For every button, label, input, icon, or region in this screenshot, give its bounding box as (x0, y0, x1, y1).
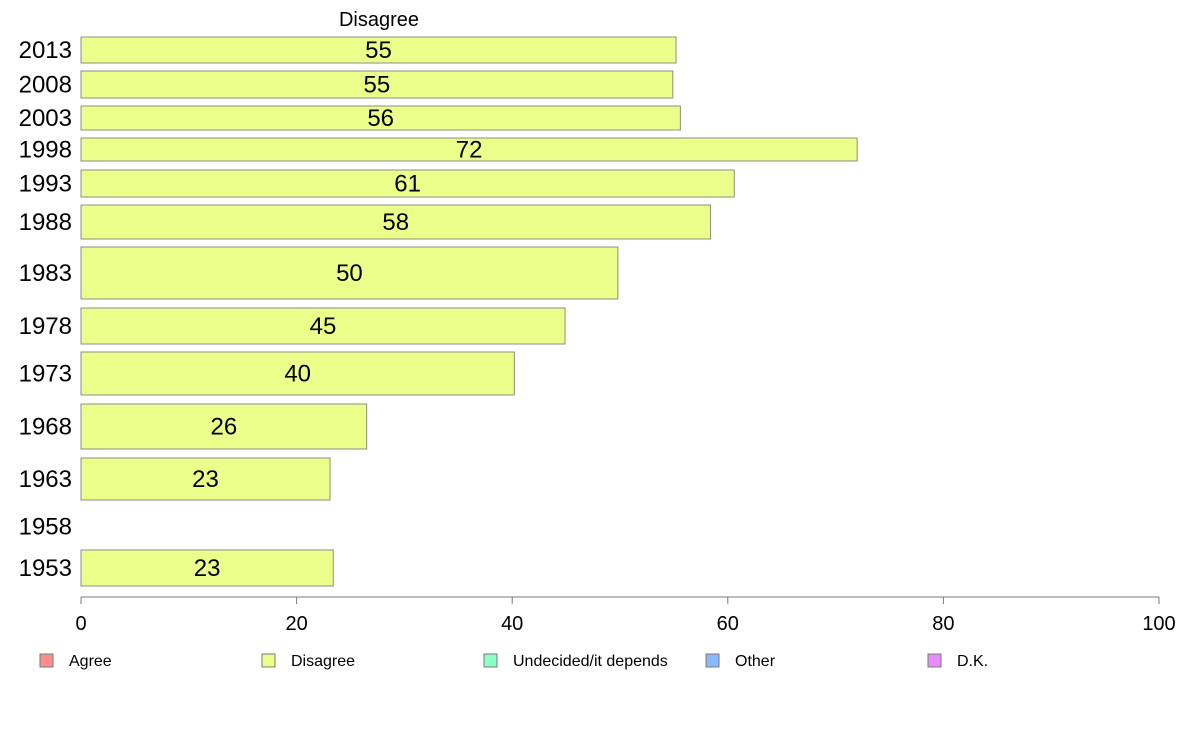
bar-value-label: 61 (394, 171, 421, 198)
y-tick-label: 1978 (19, 313, 72, 340)
y-tick-label: 1983 (19, 260, 72, 287)
bars-layer: 55 55 56 72 61 58 50 45 40 26 23 23 (80, 36, 858, 587)
bar-value-label: 55 (364, 72, 391, 99)
x-tick-label: 0 (75, 613, 86, 635)
bar (80, 36, 677, 64)
legend-swatch (483, 653, 498, 668)
bar (80, 246, 619, 300)
bar-value-label: 26 (210, 414, 237, 441)
y-tick-label: 1963 (19, 466, 72, 493)
legend-label: Disagree (291, 653, 355, 670)
y-tick-label: 1973 (19, 361, 72, 388)
bar (80, 403, 368, 450)
legend-label: Other (735, 653, 776, 670)
bar (80, 549, 334, 587)
bar (80, 204, 712, 240)
y-tick-label: 1968 (19, 414, 72, 441)
y-tick-label: 2003 (19, 105, 72, 132)
legend-label: D.K. (957, 653, 988, 670)
legend-swatch (39, 653, 54, 668)
x-axis: 0 20 40 60 80 100 (75, 596, 1176, 635)
legend: Agree Disagree Undecided/it depends Other D.… (39, 653, 988, 670)
bar (80, 457, 331, 501)
y-tick-labels: 2013 2008 2003 1998 1993 1988 1983 1978 1973 1968… (19, 37, 72, 582)
y-tick-label: 1953 (19, 555, 72, 582)
bar-value-label: 56 (367, 105, 394, 132)
bar-value-label: 50 (336, 260, 363, 287)
legend-label: Agree (69, 653, 112, 670)
x-tick-label: 40 (501, 613, 523, 635)
bar-value-label: 23 (194, 555, 221, 582)
bar-value-label: 45 (310, 313, 337, 340)
x-tick-label: 20 (285, 613, 307, 635)
y-tick-label: 2013 (19, 37, 72, 64)
x-tick-label: 80 (932, 613, 954, 635)
bar-value-label: 40 (284, 361, 311, 388)
bar-value-label: 55 (365, 37, 392, 64)
panel-title: Disagree (339, 9, 419, 31)
bar (80, 307, 566, 345)
legend-label: Undecided/it depends (513, 653, 668, 670)
x-tick-label: 100 (1142, 613, 1175, 635)
y-tick-label: 2008 (19, 72, 72, 99)
y-tick-label: 1993 (19, 171, 72, 198)
legend-swatch (261, 653, 276, 668)
legend-swatch (927, 653, 942, 668)
bar (80, 351, 515, 396)
y-tick-label: 1958 (19, 514, 72, 541)
bar (80, 105, 681, 131)
bar (80, 169, 735, 198)
bar-value-label: 58 (382, 209, 409, 236)
bar (80, 70, 674, 99)
bar-value-label: 23 (192, 466, 219, 493)
bar (80, 137, 858, 162)
x-tick-label: 60 (717, 613, 739, 635)
bar-value-label: 72 (456, 137, 483, 164)
y-tick-label: 1998 (19, 137, 72, 164)
legend-swatch (705, 653, 720, 668)
y-tick-label: 1988 (19, 209, 72, 236)
